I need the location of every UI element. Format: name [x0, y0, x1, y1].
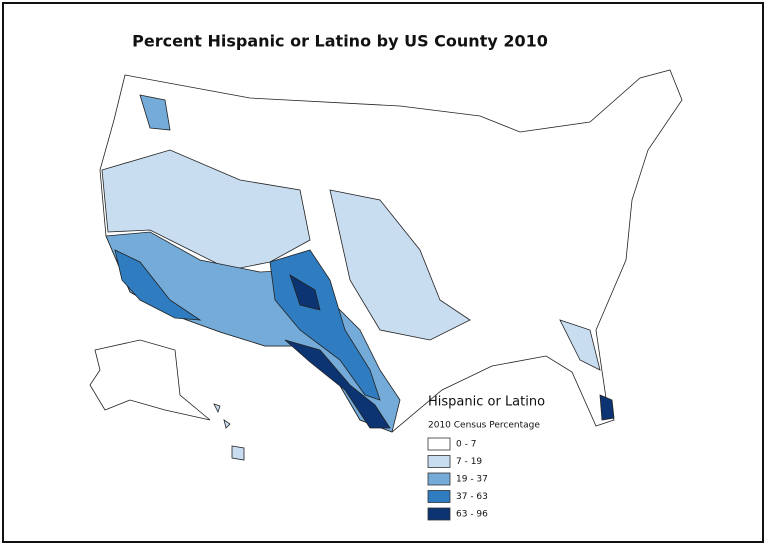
- alaska: [89, 339, 211, 421]
- hawaii: [231, 445, 245, 461]
- legend-swatch: [427, 490, 451, 503]
- legend-label: 37 - 63: [456, 492, 488, 502]
- region: [114, 249, 202, 321]
- map: [89, 69, 683, 461]
- legend-swatch: [427, 437, 451, 451]
- region: [139, 94, 171, 131]
- legend-title: Hispanic or Latino: [428, 395, 545, 410]
- region: [559, 319, 601, 371]
- legend-label: 63 - 96: [456, 510, 488, 520]
- legend-swatch: [427, 507, 451, 521]
- legend-label: 19 - 37: [456, 475, 488, 485]
- hawaii: [213, 403, 231, 429]
- legend: Hispanic or Latino 2010 Census Percentag…: [427, 395, 545, 521]
- region: [105, 231, 401, 433]
- legend-swatch: [427, 472, 451, 486]
- region: [284, 339, 391, 429]
- legend-label: 0 - 7: [456, 440, 476, 450]
- legend-label: 7 - 19: [456, 457, 482, 467]
- legend-swatch: [427, 455, 451, 468]
- legend-subtitle: 2010 Census Percentage: [428, 421, 540, 431]
- map-title: Percent Hispanic or Latino by US County …: [132, 32, 548, 51]
- region: [329, 189, 471, 341]
- region: [599, 394, 615, 421]
- region: [289, 274, 321, 311]
